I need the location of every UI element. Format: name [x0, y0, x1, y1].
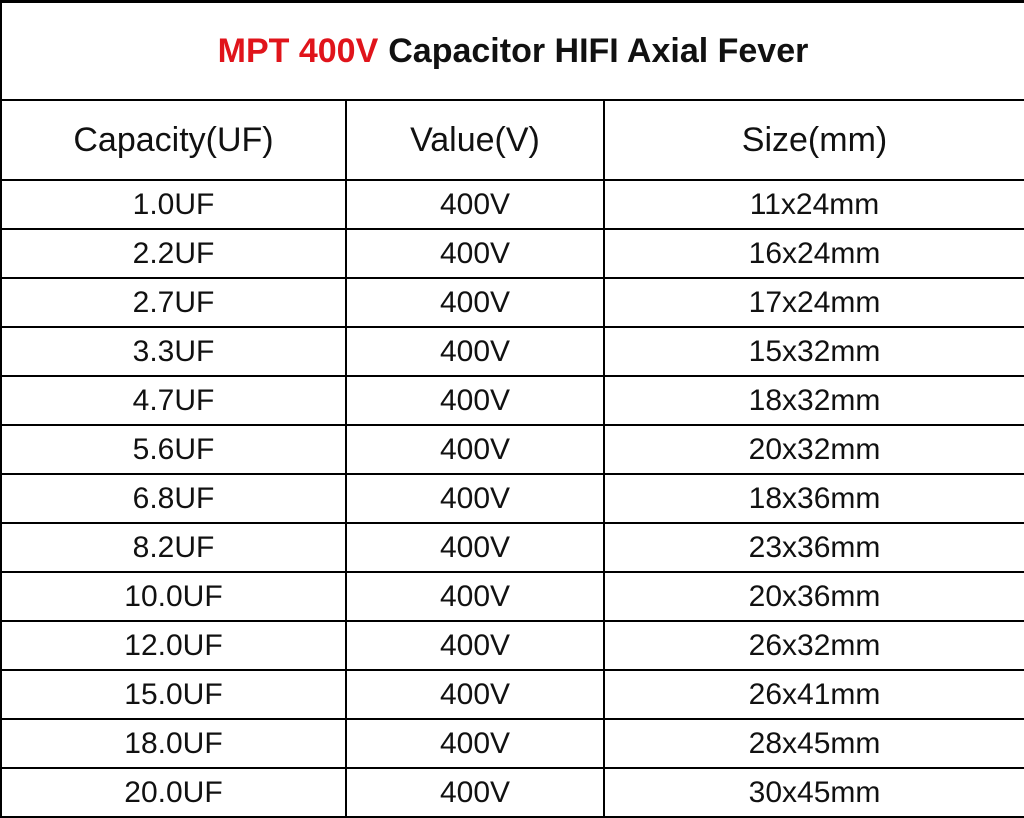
- table-cell: 400V: [345, 669, 605, 720]
- header-cell: Value(V): [345, 99, 605, 181]
- table-cell: 400V: [345, 424, 605, 475]
- table-cell: 400V: [345, 277, 605, 328]
- table-cell: 16x24mm: [603, 228, 1024, 279]
- table-cell: 26x41mm: [603, 669, 1024, 720]
- table-row: 12.0UF 400V 26x32mm: [0, 620, 1024, 671]
- table-row: 20.0UF 400V 30x45mm: [0, 767, 1024, 818]
- table-cell: 20x32mm: [603, 424, 1024, 475]
- table-cell: 400V: [345, 228, 605, 279]
- table-row: 8.2UF 400V 23x36mm: [0, 522, 1024, 573]
- table-cell: 6.8UF: [0, 473, 347, 524]
- table-cell: 10.0UF: [0, 571, 347, 622]
- title-text: Capacitor HIFI Axial Fever: [388, 31, 809, 70]
- table-cell: 12.0UF: [0, 620, 347, 671]
- title-highlight: MPT 400V: [217, 31, 379, 70]
- table-cell: 400V: [345, 179, 605, 230]
- table-cell: 15.0UF: [0, 669, 347, 720]
- header-cell: Size(mm): [603, 99, 1024, 181]
- table-cell: 20.0UF: [0, 767, 347, 818]
- table-cell: 400V: [345, 473, 605, 524]
- table-body: 1.0UF 400V 11x24mm 2.2UF 400V 16x24mm 2.7UF 400…: [0, 179, 1024, 818]
- table-cell: 28x45mm: [603, 718, 1024, 769]
- table-cell: 11x24mm: [603, 179, 1024, 230]
- table-cell: 400V: [345, 620, 605, 671]
- header-row: Capacity(UF) Value(V) Size(mm): [0, 99, 1024, 181]
- table-cell: 400V: [345, 718, 605, 769]
- table-row: 10.0UF 400V 20x36mm: [0, 571, 1024, 622]
- title-row: MPT 400V Capacitor HIFI Axial Fever: [0, 0, 1024, 101]
- table-cell: 400V: [345, 375, 605, 426]
- table-cell: 18x36mm: [603, 473, 1024, 524]
- table-cell: 15x32mm: [603, 326, 1024, 377]
- table-cell: 23x36mm: [603, 522, 1024, 573]
- table-cell: 20x36mm: [603, 571, 1024, 622]
- table-cell: 400V: [345, 522, 605, 573]
- title: MPT 400V Capacitor HIFI Axial Fever: [0, 0, 1024, 101]
- table-cell: 1.0UF: [0, 179, 347, 230]
- table-row: 4.7UF 400V 18x32mm: [0, 375, 1024, 426]
- table-row: 18.0UF 400V 28x45mm: [0, 718, 1024, 769]
- table-row: 2.2UF 400V 16x24mm: [0, 228, 1024, 279]
- header-cell: Capacity(UF): [0, 99, 347, 181]
- table-cell: 18x32mm: [603, 375, 1024, 426]
- table-cell: 30x45mm: [603, 767, 1024, 818]
- table-cell: 5.6UF: [0, 424, 347, 475]
- table-cell: 18.0UF: [0, 718, 347, 769]
- table-cell: 26x32mm: [603, 620, 1024, 671]
- table-row: 1.0UF 400V 11x24mm: [0, 179, 1024, 230]
- table-row: 2.7UF 400V 17x24mm: [0, 277, 1024, 328]
- table-cell: 400V: [345, 571, 605, 622]
- table-cell: 2.7UF: [0, 277, 347, 328]
- table-row: 3.3UF 400V 15x32mm: [0, 326, 1024, 377]
- table-row: 5.6UF 400V 20x32mm: [0, 424, 1024, 475]
- table-cell: 17x24mm: [603, 277, 1024, 328]
- table-cell: 4.7UF: [0, 375, 347, 426]
- table-cell: 8.2UF: [0, 522, 347, 573]
- table-cell: 400V: [345, 767, 605, 818]
- table-row: 6.8UF 400V 18x36mm: [0, 473, 1024, 524]
- table-cell: 2.2UF: [0, 228, 347, 279]
- table-cell: 3.3UF: [0, 326, 347, 377]
- table-row: 15.0UF 400V 26x41mm: [0, 669, 1024, 720]
- table-cell: 400V: [345, 326, 605, 377]
